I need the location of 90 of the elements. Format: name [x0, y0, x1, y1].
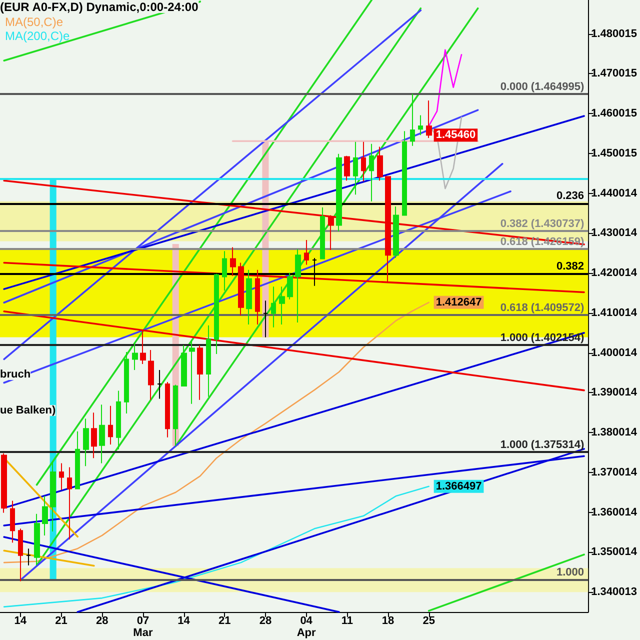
candlestick [181, 344, 187, 386]
annotation: 1.366497 [436, 480, 482, 492]
candlestick [410, 93, 415, 146]
candlestick [189, 340, 195, 404]
candlestick [99, 404, 105, 464]
candlestick [320, 206, 325, 260]
candlestick [336, 153, 342, 232]
x-tick-label: 04 Apr [296, 615, 316, 639]
candlestick [91, 412, 97, 459]
candlestick [393, 206, 399, 258]
candlestick [148, 350, 154, 400]
ref-line-label: 1.000 (1.375314) [500, 438, 584, 451]
candlestick [157, 369, 162, 400]
candlestick [361, 141, 366, 182]
candlestick [214, 273, 219, 355]
y-tick-label: 1.410014 [591, 306, 638, 319]
candlestick [26, 548, 31, 566]
candlestick [108, 405, 113, 446]
candlestick [402, 130, 407, 216]
annotation: 0.382 [556, 260, 584, 272]
candlestick [59, 462, 64, 490]
candlestick [140, 330, 146, 365]
candlestick [426, 100, 432, 138]
candlestick [83, 418, 89, 467]
ref-line-label: 0.382 (1.430737) [500, 218, 584, 230]
x-tick-label: 18 [382, 615, 394, 627]
candlestick [418, 114, 423, 136]
y-tick-label: 1.430014 [591, 227, 638, 240]
x-tick-label: 11 [341, 615, 353, 627]
candlestick [222, 250, 227, 292]
annotation: 1.412647 [436, 296, 482, 308]
annotation: 0.236 [556, 190, 584, 202]
candlestick [377, 146, 383, 182]
annotation: ue Balken) [0, 404, 56, 416]
candlestick [34, 513, 40, 566]
candlestick [173, 384, 178, 447]
x-tick-label: 14 [178, 615, 191, 627]
candlestick [116, 390, 121, 450]
candlestick [353, 141, 358, 196]
candlestick [263, 300, 268, 338]
candlestick [67, 466, 72, 540]
candlestick [132, 342, 138, 370]
y-tick-label: 1.480015 [591, 28, 638, 40]
candlestick [246, 269, 252, 326]
y-tick-label: 1.470015 [591, 68, 638, 80]
candlestick [369, 143, 374, 202]
annotation: 1.000 [556, 566, 584, 579]
y-tick-label: 1.400014 [591, 346, 638, 359]
candlestick [279, 286, 285, 326]
candlestick [206, 324, 211, 398]
candlestick [18, 528, 23, 582]
y-tick-label: 1.450015 [591, 147, 638, 160]
chart-title: (EUR A0-FX,D) Dynamic,0:00-24:00 [0, 0, 199, 14]
y-tick-label: 1.440014 [591, 187, 638, 200]
candlestick [271, 286, 276, 328]
candlestick [287, 272, 293, 300]
x-tick-label: 21 [218, 615, 231, 627]
y-tick-label: 1.370014 [591, 466, 638, 478]
ref-line-label: 0.618 (1.409572) [500, 302, 584, 314]
y-tick-label: 1.350014 [591, 546, 638, 558]
y-tick-label: 1.380014 [591, 426, 638, 439]
y-tick-label: 1.340013 [591, 586, 638, 598]
x-tick-label: 28 [96, 615, 108, 627]
ref-line-label: 0.000 (1.464995) [500, 81, 584, 94]
candlestick [1, 452, 7, 514]
x-tick-label: 28 [259, 615, 272, 627]
candlestick [42, 495, 48, 536]
x-tick-label: 14 [14, 615, 28, 627]
candlestick [165, 381, 170, 438]
y-tick-label: 1.390014 [591, 386, 638, 399]
x-tick-label: 21 [55, 615, 68, 627]
candlestick [197, 344, 203, 400]
text: MA(50,C)e [5, 15, 64, 29]
x-tick-label: 25 [422, 615, 435, 627]
annotation: bruch [0, 368, 31, 380]
annotation: 1.45460 [436, 129, 476, 142]
candlestick [10, 500, 15, 544]
y-tick-label: 1.460015 [591, 108, 638, 120]
text: MA(200,C)e [5, 29, 70, 43]
candlestick [295, 248, 301, 324]
x-tick-label: 07 Mar [133, 615, 154, 639]
candlestick [304, 240, 309, 266]
y-tick-label: 1.420014 [591, 267, 638, 280]
candlestick [344, 155, 350, 182]
candlestick [50, 460, 56, 532]
line-series [428, 49, 462, 127]
candlestick [75, 430, 80, 490]
y-tick-label: 1.360014 [591, 506, 638, 518]
candlestick [124, 352, 129, 414]
line-series [3, 486, 430, 608]
